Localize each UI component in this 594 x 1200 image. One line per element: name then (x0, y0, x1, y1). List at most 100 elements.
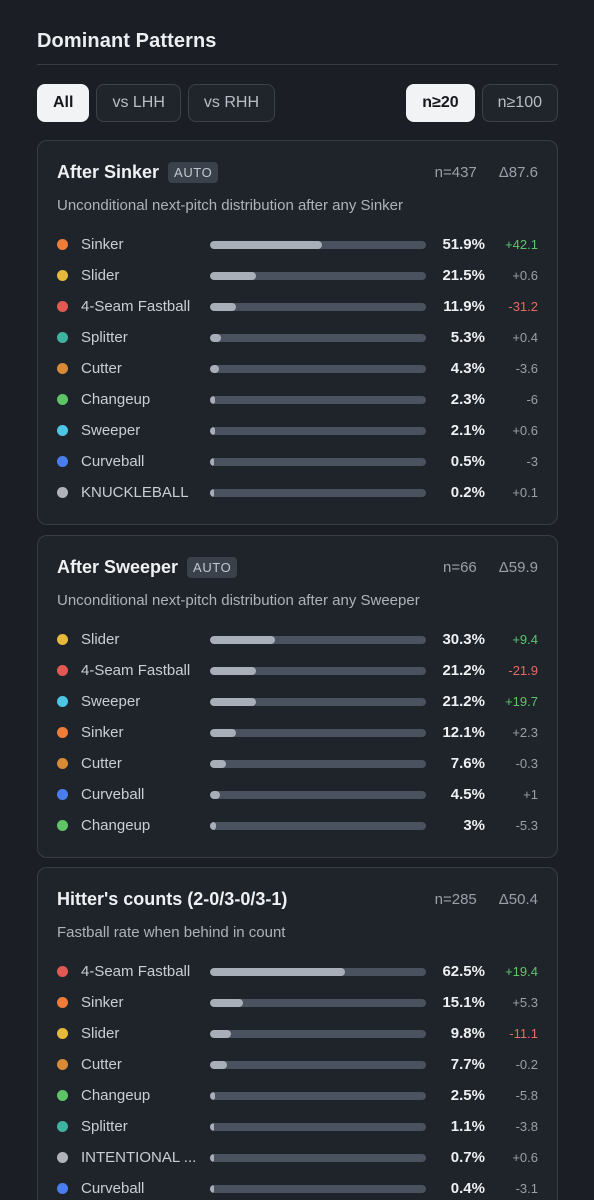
usage-bar-fill (210, 790, 220, 799)
usage-bar (210, 426, 426, 435)
usage-bar-fill (210, 728, 237, 737)
usage-bar (210, 1122, 426, 1131)
usage-bar-fill (210, 1153, 214, 1162)
usage-delta: +5.3 (512, 995, 538, 1010)
usage-bar-fill (210, 1029, 232, 1038)
usage-bar (210, 302, 426, 311)
filter-n20-button[interactable]: n≥20 (406, 84, 475, 122)
pattern-card: Hitter's counts (2-0/3-0/3-1) n=285 Δ50.… (37, 867, 558, 1200)
card-meta: n=66 Δ59.9 (443, 559, 538, 576)
pitch-color-dot (57, 1059, 68, 1070)
pitch-color-dot (57, 270, 68, 281)
pitch-row: Sinker 51.9% +42.1 (57, 229, 538, 260)
pitch-name: Splitter (81, 1118, 128, 1135)
usage-percent: 15.1% (442, 994, 485, 1011)
card-meta: n=285 Δ50.4 (435, 891, 538, 908)
pitch-color-dot (57, 789, 68, 800)
pitch-name: 4-Seam Fastball (81, 963, 191, 980)
pitch-color-dot (57, 332, 68, 343)
usage-bar-fill (210, 488, 214, 497)
usage-bar (210, 666, 426, 675)
usage-delta: +9.4 (512, 632, 538, 647)
usage-percent: 4.5% (450, 786, 485, 803)
pitch-row: Sweeper 21.2% +19.7 (57, 686, 538, 717)
pitch-name: Curveball (81, 1180, 145, 1197)
usage-delta: -21.9 (508, 663, 538, 678)
usage-percent: 0.4% (450, 1180, 485, 1197)
usage-bar (210, 488, 426, 497)
usage-bar-fill (210, 759, 227, 768)
pitch-row: Sinker 12.1% +2.3 (57, 717, 538, 748)
usage-bar-fill (210, 697, 256, 706)
pitch-name: Splitter (81, 329, 128, 346)
pitch-name: Sinker (81, 724, 124, 741)
pitch-name: Slider (81, 631, 120, 648)
usage-delta: -3.6 (515, 361, 538, 376)
usage-bar (210, 759, 426, 768)
usage-percent: 9.8% (450, 1025, 485, 1042)
usage-bar (210, 457, 426, 466)
pitch-row: Curveball 0.4% -3.1 (57, 1173, 538, 1200)
usage-percent: 1.1% (450, 1118, 485, 1135)
pitch-color-dot (57, 966, 68, 977)
card-title: After Sweeper (57, 556, 179, 577)
sample-count: n=437 (434, 163, 477, 181)
usage-bar (210, 967, 426, 976)
handedness-filter-group: All vs LHH vs RHH (37, 84, 276, 122)
usage-bar (210, 1029, 426, 1038)
pitch-color-dot (57, 997, 68, 1008)
pitch-row: Changeup 2.5% -5.8 (57, 1080, 538, 1111)
pitch-color-dot (57, 727, 68, 738)
delta-score: Δ87.6 (498, 163, 538, 181)
usage-delta: -31.2 (508, 299, 538, 314)
filter-vs-rhh-button[interactable]: vs RHH (187, 84, 276, 122)
sample-size-filter-group: n≥20 n≥100 (406, 84, 558, 122)
usage-delta: +0.6 (512, 423, 538, 438)
usage-bar (210, 728, 426, 737)
usage-bar (210, 635, 426, 644)
filter-vs-lhh-button[interactable]: vs LHH (96, 84, 181, 122)
card-header: After Sweeper AUTO n=66 Δ59.9 (57, 554, 538, 580)
auto-badge: AUTO (187, 556, 238, 578)
usage-bar-fill (210, 1060, 227, 1069)
pitch-color-dot (57, 394, 68, 405)
usage-bar (210, 333, 426, 342)
usage-bar-fill (210, 998, 243, 1007)
pitch-name: Curveball (81, 453, 145, 470)
pitch-row: Slider 30.3% +9.4 (57, 624, 538, 655)
pitch-row: Splitter 1.1% -3.8 (57, 1111, 538, 1142)
usage-percent: 5.3% (450, 329, 485, 346)
pitch-row: Curveball 4.5% +1 (57, 779, 538, 810)
usage-bar (210, 1091, 426, 1100)
title-divider (37, 64, 558, 65)
pitch-row: INTENTIONAL ... 0.7% +0.6 (57, 1142, 538, 1173)
pitch-row: Cutter 4.3% -3.6 (57, 353, 538, 384)
usage-percent: 30.3% (442, 631, 485, 648)
pitch-row: Sinker 15.1% +5.3 (57, 987, 538, 1018)
usage-delta: +0.6 (512, 1150, 538, 1165)
usage-delta: -6 (526, 392, 538, 407)
pitch-name: KNUCKLEBALL (81, 484, 189, 501)
usage-percent: 21.2% (442, 662, 485, 679)
usage-delta: +2.3 (512, 725, 538, 740)
usage-percent: 3% (463, 817, 485, 834)
usage-bar (210, 271, 426, 280)
pitch-color-dot (57, 634, 68, 645)
pitch-row: Cutter 7.7% -0.2 (57, 1049, 538, 1080)
usage-percent: 4.3% (450, 360, 485, 377)
usage-percent: 12.1% (442, 724, 485, 741)
usage-bar-fill (210, 1122, 214, 1131)
pitch-color-dot (57, 425, 68, 436)
card-meta: n=437 Δ87.6 (435, 164, 538, 181)
pitch-row: Splitter 5.3% +0.4 (57, 322, 538, 353)
pitch-name: Slider (81, 267, 120, 284)
pitch-row: 4-Seam Fastball 62.5% +19.4 (57, 956, 538, 987)
usage-bar-fill (210, 1184, 214, 1193)
filter-all-button[interactable]: All (37, 84, 90, 122)
pitch-name: 4-Seam Fastball (81, 298, 191, 315)
usage-delta: -0.2 (515, 1057, 538, 1072)
delta-score: Δ50.4 (498, 890, 538, 908)
pitch-name: Cutter (81, 755, 122, 772)
filter-n100-button[interactable]: n≥100 (481, 84, 558, 122)
